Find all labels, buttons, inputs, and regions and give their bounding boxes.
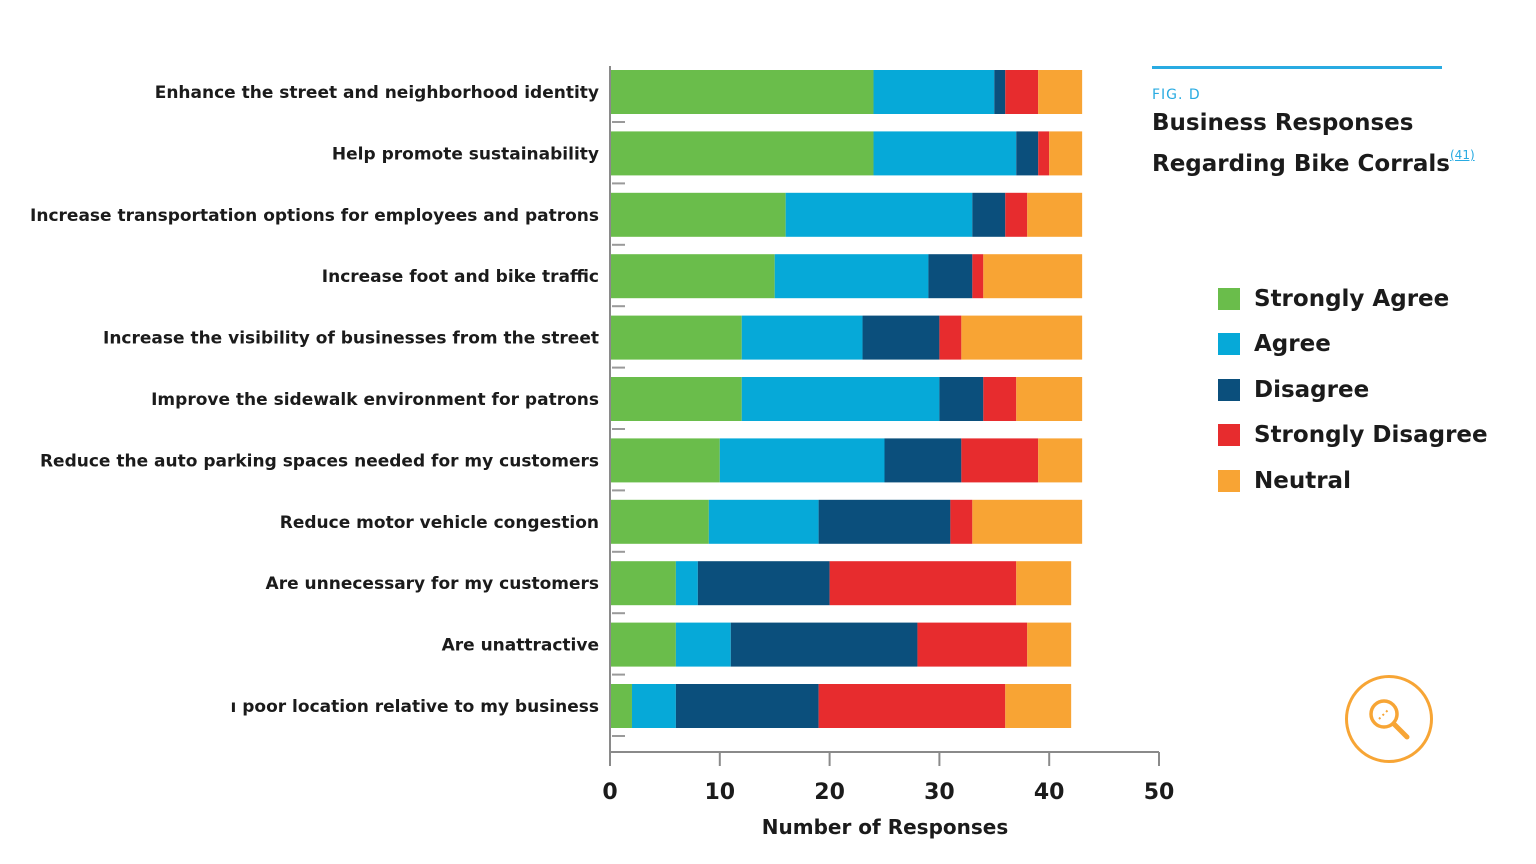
caption-rule xyxy=(1152,66,1442,69)
figure-title-line2: Regarding Bike Corrals xyxy=(1152,151,1450,177)
legend-swatch xyxy=(1218,287,1240,310)
category-label: Increase the visibility of businesses fr… xyxy=(103,329,599,349)
chart-legend: Strongly Agree Agree Disagree Strongly Disa… xyxy=(1218,276,1488,504)
bar-segment xyxy=(873,131,1017,176)
magnify-icon xyxy=(1369,699,1410,740)
legend-label: Strongly Disagree xyxy=(1254,422,1488,449)
bar-segment xyxy=(950,499,973,544)
bar-segment xyxy=(983,254,1083,299)
bar-segment xyxy=(675,684,819,728)
legend-label: Agree xyxy=(1254,331,1331,358)
bar-segment xyxy=(610,684,632,728)
category-label: Improve the sidewalk environment for pat… xyxy=(151,390,599,410)
bar-segment xyxy=(785,192,973,237)
bar-segment xyxy=(939,377,984,421)
legend-swatch xyxy=(1218,333,1240,356)
bar-segment xyxy=(818,499,951,544)
figure-caption: FIG. D Business Responses Regarding Bike… xyxy=(1152,66,1482,180)
legend-item: Neutral xyxy=(1218,458,1488,504)
bar-segment xyxy=(983,377,1017,421)
legend-swatch xyxy=(1218,469,1240,492)
bar-segment xyxy=(610,131,874,176)
x-tick-label: 50 xyxy=(1144,780,1175,805)
footnote-link[interactable]: (41) xyxy=(1450,148,1475,162)
legend-item: Disagree xyxy=(1218,367,1488,413)
category-label: Enhance the street and neighborhood iden… xyxy=(155,83,599,103)
bar-segment xyxy=(928,254,973,299)
legend-label: Neutral xyxy=(1254,467,1351,494)
bar-segment xyxy=(675,622,731,667)
bar-segment xyxy=(708,499,819,544)
bar-segment xyxy=(697,561,830,606)
category-label: Are unattractive xyxy=(442,636,599,656)
bar-segment xyxy=(994,70,1006,114)
legend-item: Strongly Agree xyxy=(1218,276,1488,322)
bar-segment xyxy=(961,315,1083,360)
bar-segment xyxy=(610,70,874,114)
bar-segment xyxy=(1005,192,1028,237)
legend-label: Strongly Agree xyxy=(1254,285,1450,312)
bar-segment xyxy=(610,192,786,237)
bar-segment xyxy=(972,254,984,299)
category-label: Reduce the auto parking spaces needed fo… xyxy=(40,451,599,471)
bar-segment xyxy=(1038,438,1083,483)
bar-segment xyxy=(1016,561,1072,606)
category-label: Increase foot and bike traffic xyxy=(322,267,599,287)
bar-segment xyxy=(610,561,676,606)
bar-segment xyxy=(917,622,1028,667)
category-label: Increase transportation options for empl… xyxy=(30,206,599,226)
bar-segment xyxy=(961,438,1039,483)
bar-segment xyxy=(1038,70,1083,114)
bar-segment xyxy=(610,377,742,421)
bar-segment xyxy=(1005,684,1072,728)
x-tick-label: 40 xyxy=(1034,780,1065,805)
legend-swatch xyxy=(1218,424,1240,447)
x-axis-title: Number of Responses xyxy=(762,815,1008,839)
bar-segment xyxy=(873,70,995,114)
figure-tag: FIG. D xyxy=(1152,87,1201,103)
bar-segment xyxy=(1005,70,1039,114)
bar-segment xyxy=(610,499,709,544)
x-tick-label: 30 xyxy=(924,780,955,805)
bar-segment xyxy=(818,684,1006,728)
bar-segment xyxy=(741,377,940,421)
bar-segment xyxy=(1016,377,1083,421)
category-label: Are unnecessary for my customers xyxy=(266,574,599,594)
bar-segment xyxy=(610,438,720,483)
legend-item: Strongly Disagree xyxy=(1218,413,1488,459)
bar-segment xyxy=(610,254,775,299)
bar-segment xyxy=(1027,622,1072,667)
zoom-button[interactable] xyxy=(1345,675,1433,763)
bar-segment xyxy=(829,561,1017,606)
bar-segment xyxy=(884,438,962,483)
bar-segment xyxy=(972,499,1083,544)
bar-segment xyxy=(1049,131,1083,176)
x-tick-label: 0 xyxy=(602,780,617,805)
bar-segment xyxy=(730,622,918,667)
x-tick-label: 10 xyxy=(704,780,735,805)
bar-segment xyxy=(1038,131,1050,176)
bar-segment xyxy=(675,561,698,606)
bar-segment xyxy=(719,438,885,483)
legend-swatch xyxy=(1218,378,1240,401)
legend-item: Agree xyxy=(1218,322,1488,368)
bar-segment xyxy=(939,315,962,360)
bar-segment xyxy=(1027,192,1083,237)
category-label: ı poor location relative to my business xyxy=(230,697,599,717)
category-label: Help promote sustainability xyxy=(332,144,599,164)
figure-title: Business Responses Regarding Bike Corral… xyxy=(1152,107,1482,180)
figure-title-line1: Business Responses xyxy=(1152,110,1414,136)
x-tick-label: 20 xyxy=(814,780,845,805)
bar-segment xyxy=(972,192,1006,237)
bar-segment xyxy=(610,622,676,667)
bar-segment xyxy=(631,684,676,728)
bar-segment xyxy=(741,315,863,360)
bar-segment xyxy=(774,254,929,299)
bar-segment xyxy=(1016,131,1039,176)
bar-segment xyxy=(862,315,940,360)
legend-label: Disagree xyxy=(1254,376,1370,403)
category-label: Reduce motor vehicle congestion xyxy=(280,513,599,533)
bar-segment xyxy=(610,315,742,360)
